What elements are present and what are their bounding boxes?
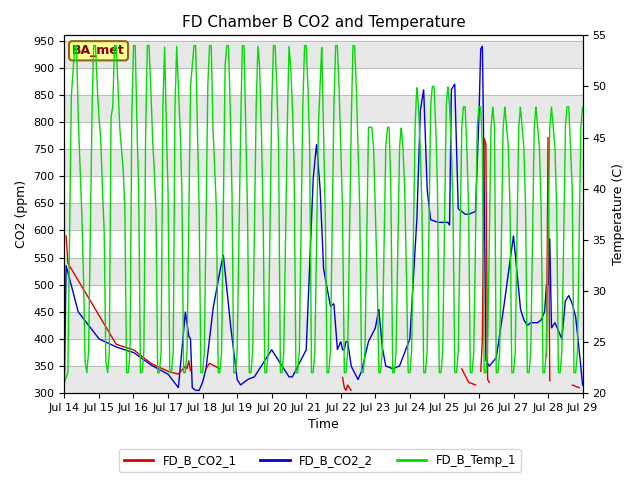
Title: FD Chamber B CO2 and Temperature: FD Chamber B CO2 and Temperature [182, 15, 465, 30]
Bar [65, 95, 582, 122]
Bar [65, 312, 582, 339]
Bar [65, 149, 582, 176]
Bar [65, 258, 582, 285]
Y-axis label: Temperature (C): Temperature (C) [612, 163, 625, 265]
X-axis label: Time: Time [308, 419, 339, 432]
Bar [65, 204, 582, 230]
Bar [65, 366, 582, 393]
Bar [65, 41, 582, 68]
Legend: FD_B_CO2_1, FD_B_CO2_2, FD_B_Temp_1: FD_B_CO2_1, FD_B_CO2_2, FD_B_Temp_1 [119, 449, 521, 472]
Text: BA_met: BA_met [72, 44, 125, 57]
Y-axis label: CO2 (ppm): CO2 (ppm) [15, 180, 28, 248]
